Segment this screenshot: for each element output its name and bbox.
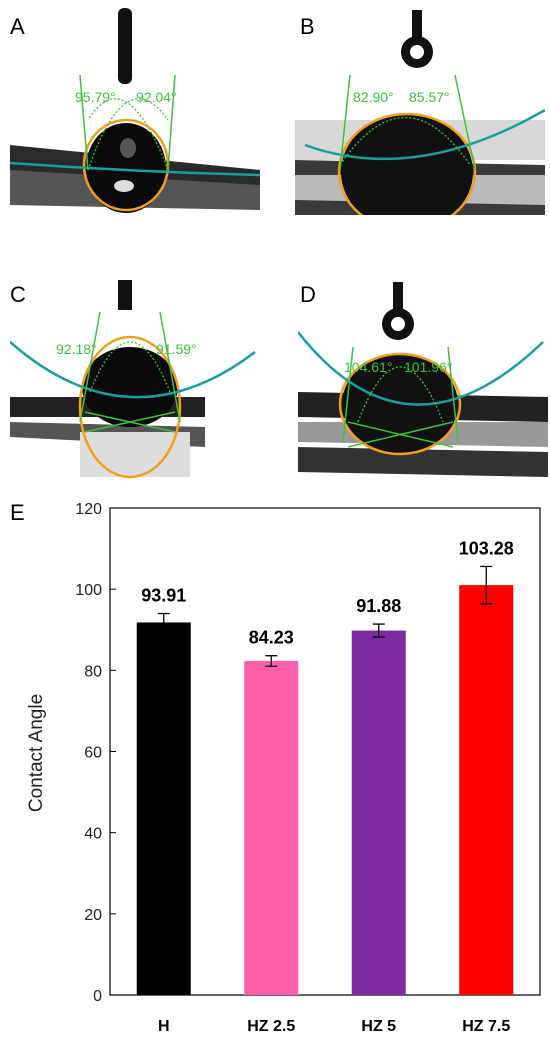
tangent-left: [79, 311, 101, 423]
panel-b-droplet-photo: 82.90° 85.57°: [295, 10, 545, 215]
y-tick-label: 80: [84, 663, 102, 680]
tangent-right: [454, 74, 476, 171]
droplet: [341, 114, 473, 215]
tangent-left: [342, 346, 354, 443]
x-tick-label-3: HZ 7.5: [462, 1018, 510, 1035]
panel-c-left-angle: 92.18°: [56, 341, 97, 357]
panel-a-left-angle: 95.79°: [75, 89, 116, 105]
panel-e-letter: E: [10, 500, 25, 525]
angle-arc-right: [87, 98, 169, 171]
panel-b-letter: B: [300, 14, 315, 39]
droplet: [82, 347, 178, 427]
y-tick-label: 120: [75, 501, 102, 518]
panel-b-right-angle: 85.57°: [409, 89, 450, 105]
panel-c-droplet-photo: 92.18° 91.59°: [10, 280, 256, 479]
tangent-left: [339, 74, 351, 171]
panel-a-right-angle: 92.04°: [136, 89, 177, 105]
panel-a-letter: A: [10, 14, 25, 39]
tangent-right: [159, 311, 181, 423]
needle-ring-hole: [391, 317, 405, 331]
fit-circle: [338, 352, 462, 456]
cross-line-2: [347, 421, 454, 448]
panel-d-left-angle: 104.61°: [344, 359, 392, 375]
tangent-right: [167, 74, 176, 171]
panel-c-right-angle: 91.59°: [156, 341, 197, 357]
needle: [118, 280, 132, 310]
droplet-reflection: [120, 138, 136, 158]
panel-d-right-angle: 101.96°: [404, 359, 452, 375]
value-label-3: 103.28: [459, 538, 514, 558]
y-tick-label: 20: [84, 907, 102, 924]
bar-2: [351, 630, 406, 995]
value-label-2: 91.88: [356, 596, 401, 616]
x-axis-labels: H HZ 2.5 HZ 5 HZ 7.5: [158, 1018, 510, 1035]
tangent-left: [79, 74, 89, 171]
panel-c-letter: C: [10, 282, 26, 307]
substrate-glow: [80, 432, 190, 477]
bar-0: [136, 622, 191, 995]
y-tick-label: 0: [93, 988, 102, 1005]
baseline: [10, 161, 260, 177]
cross-line-2: [84, 411, 176, 433]
value-label-1: 84.23: [249, 628, 294, 648]
contact-angle-bar-chart: Contact Angle 0 20 40 60 80 100 120 93.91 84.23…: [26, 501, 541, 1035]
x-tick-label-2: HZ 5: [361, 1018, 396, 1035]
needle-ring-hole: [410, 45, 424, 59]
fit-circle: [337, 112, 477, 215]
tangent-right: [447, 346, 459, 443]
panel-a-droplet-photo: 95.79° 92.04°: [10, 8, 260, 213]
needle: [118, 8, 132, 84]
value-label-0: 93.91: [141, 586, 186, 606]
baseline: [10, 341, 256, 399]
baseline: [304, 108, 545, 161]
x-tick-label-0: H: [158, 1018, 170, 1035]
panel-d-letter: D: [300, 282, 316, 307]
substrate-low: [298, 447, 548, 477]
panel-b-left-angle: 82.90°: [353, 89, 394, 105]
x-tick-label-1: HZ 2.5: [247, 1018, 295, 1035]
y-tick-label: 40: [84, 826, 102, 843]
angle-arc-left: [339, 117, 471, 166]
panel-d-droplet-photo: 104.61° 101.96°: [298, 282, 548, 477]
fit-circle: [78, 335, 182, 479]
angle-arc-left: [87, 98, 169, 171]
droplet-highlight: [114, 180, 134, 192]
needle: [393, 282, 403, 314]
y-axis-ticks: 0 20 40 60 80 100 120: [75, 501, 116, 1005]
angle-arc: [357, 366, 444, 423]
bars: 93.91 84.23 91.88 103.28: [136, 538, 514, 995]
needle: [412, 10, 422, 40]
bar-1: [244, 660, 299, 995]
droplet: [86, 123, 166, 213]
baseline: [298, 331, 544, 406]
y-tick-label: 60: [84, 745, 102, 762]
y-axis-label: Contact Angle: [26, 694, 47, 812]
bar-3: [459, 585, 514, 995]
y-tick-label: 100: [75, 582, 102, 599]
